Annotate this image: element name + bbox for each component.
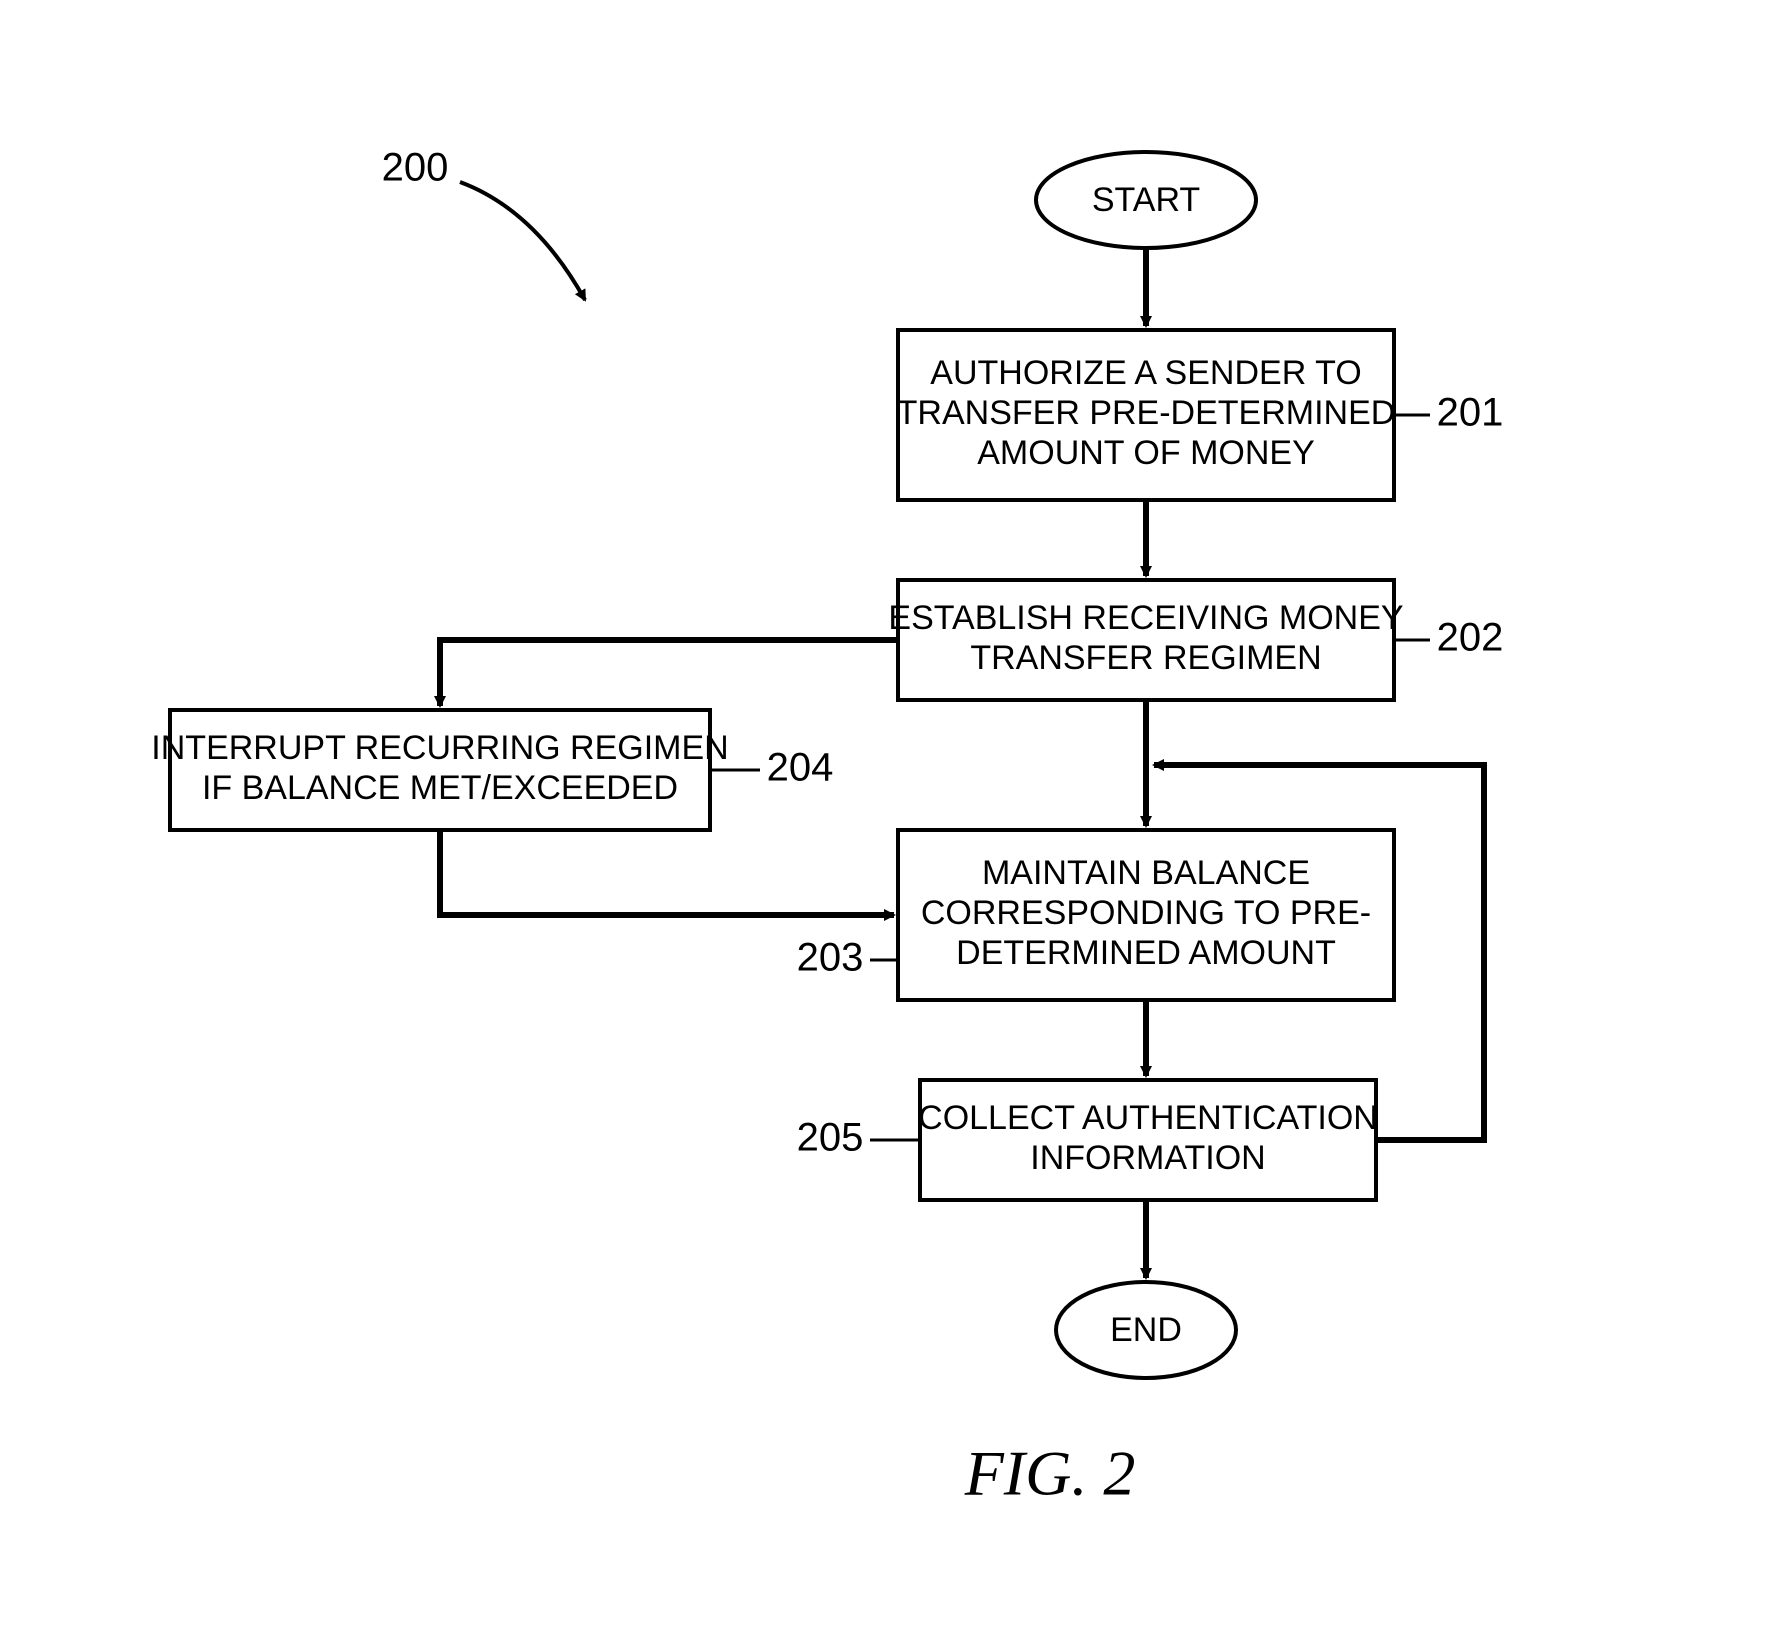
arrow-202-204 [440,640,898,706]
box-201-line3: AMOUNT OF MONEY [977,434,1315,472]
flowchart-figure: START END AUTHORIZE A SENDER TOTRANSFER PR… [0,0,1783,1629]
figure-caption: FIG. 2 [964,1438,1136,1509]
box-202-line1: ESTABLISH RECEIVING MONEY [888,599,1403,637]
box-203-line2: CORRESPONDING TO PRE- [921,894,1371,932]
box-203-line3: DETERMINED AMOUNT [956,934,1336,972]
ref-204: 204 [767,746,834,790]
box-204-line1: INTERRUPT RECURRING REGIMEN [151,729,728,767]
box-205-line1: COLLECT AUTHENTICATION [918,1099,1378,1137]
end-label: END [1110,1311,1182,1349]
ref-205: 205 [797,1116,864,1160]
box-203-line1: MAINTAIN BALANCE [982,854,1310,892]
ref-200-pointer [460,182,585,300]
ref-200: 200 [382,146,449,190]
ref-201: 201 [1437,391,1504,435]
box-201-line1: AUTHORIZE A SENDER TO [930,354,1361,392]
arrow-204-203 [440,830,894,915]
box-201-line2: TRANSFER PRE-DETERMINED [897,394,1396,432]
box-204-line2: IF BALANCE MET/EXCEEDED [202,769,678,807]
ref-202: 202 [1437,616,1504,660]
ref-203: 203 [797,936,864,980]
start-label: START [1092,181,1200,219]
box-202-line2: TRANSFER REGIMEN [970,639,1321,677]
box-205-line2: INFORMATION [1030,1139,1265,1177]
